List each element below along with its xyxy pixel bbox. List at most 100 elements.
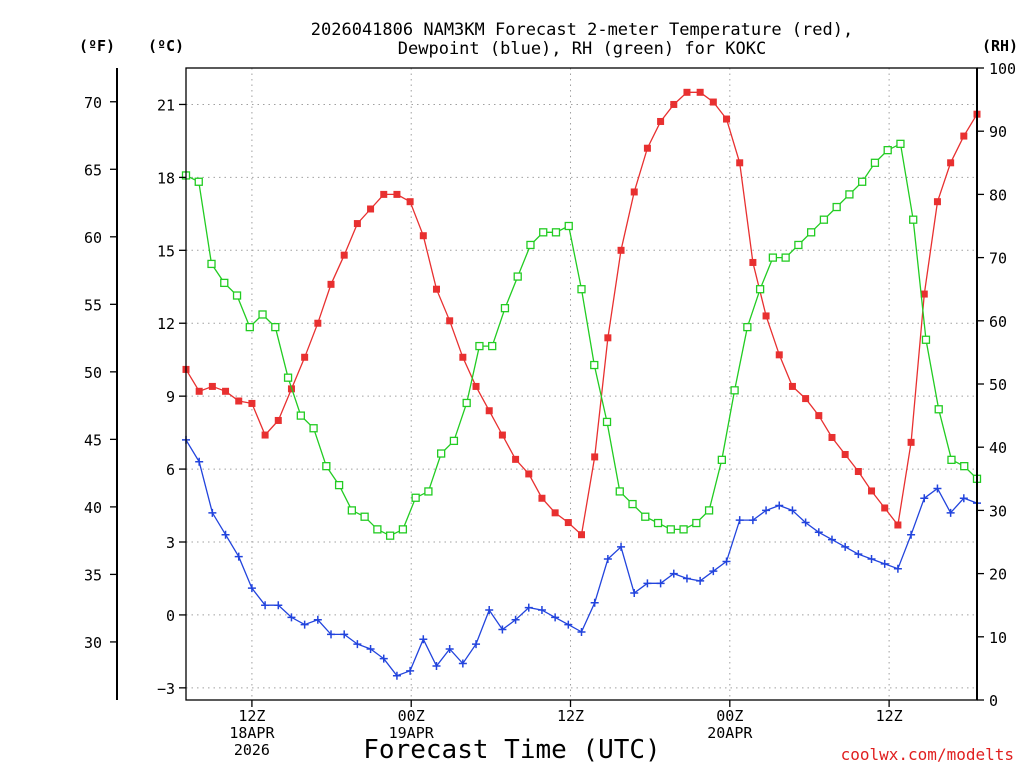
x-tick-label: 18APR xyxy=(229,724,275,742)
dewpoint-point xyxy=(946,508,955,517)
plot-frame xyxy=(185,67,978,701)
f-tick-label: 60 xyxy=(84,229,102,247)
temperature-point xyxy=(868,487,876,495)
dewpoint-point xyxy=(788,506,797,515)
temperature-point xyxy=(551,509,559,517)
f-tick-label: 30 xyxy=(84,634,102,652)
title-line-2: Dewpoint (blue), RH (green) for KOKC xyxy=(398,39,766,59)
dewpoint-point xyxy=(379,654,388,663)
rh-point xyxy=(730,386,739,395)
temperature-point xyxy=(393,190,401,198)
rh-point xyxy=(220,278,229,288)
temperature-point xyxy=(815,412,823,420)
dewpoint-point xyxy=(564,620,573,629)
f-tick-label: 50 xyxy=(84,364,102,382)
dewpoint-point xyxy=(327,630,336,639)
temperature-point xyxy=(498,431,506,439)
x-axis-label: Forecast Time (UTC) xyxy=(363,735,660,765)
rh-point xyxy=(781,253,790,262)
f-tick-label: 65 xyxy=(84,161,102,179)
dewpoint-point xyxy=(221,530,230,539)
rh-tick-label: 30 xyxy=(989,502,1007,520)
temperature-point xyxy=(828,433,836,441)
rh-point xyxy=(194,177,203,186)
temperature-point xyxy=(459,353,467,361)
temperature-point xyxy=(564,519,572,527)
rh-point xyxy=(296,411,305,420)
unit-fahrenheit: (ºF) xyxy=(79,37,115,55)
temperature-point xyxy=(261,431,269,439)
c-tick-label: 9 xyxy=(166,388,175,406)
dewpoint-point xyxy=(827,535,836,544)
dewpoint-point xyxy=(643,579,652,588)
rh-point xyxy=(755,285,765,294)
dewpoint-point xyxy=(748,516,757,525)
rh-point xyxy=(551,228,561,237)
temperature-point xyxy=(604,334,612,342)
rh-point xyxy=(794,240,803,250)
temperature-point xyxy=(432,285,440,293)
dewpoint-point xyxy=(867,555,876,564)
rh-point xyxy=(768,253,778,262)
rh-tick-label: 20 xyxy=(989,566,1007,584)
dewpoint-point xyxy=(775,501,784,510)
temperature-point xyxy=(485,407,493,415)
rh-line xyxy=(185,142,978,537)
rh-series xyxy=(181,139,982,540)
dewpoint-point xyxy=(656,579,665,588)
rh-point xyxy=(424,487,433,496)
grid xyxy=(186,68,977,700)
temperature-point xyxy=(340,251,348,259)
temperature-point xyxy=(643,144,651,152)
rh-point xyxy=(704,506,714,515)
dewpoint-point xyxy=(458,659,467,668)
rh-point xyxy=(896,139,905,148)
c-tick-label: 21 xyxy=(157,96,175,114)
rh-point xyxy=(717,455,726,464)
temperature-point xyxy=(274,416,282,424)
dewpoint-point xyxy=(366,644,375,653)
dewpoint-point xyxy=(287,613,296,622)
dewpoint-point xyxy=(485,606,494,615)
dewpoint-point xyxy=(432,661,441,670)
dewpoint-point xyxy=(406,666,415,675)
rh-point xyxy=(271,322,280,332)
dewpoint-point xyxy=(537,606,546,615)
rh-point xyxy=(934,405,943,414)
dewpoint-point xyxy=(762,506,771,515)
temperature-point xyxy=(788,382,796,390)
rh-tick-label: 60 xyxy=(989,313,1007,331)
rh-tick-label: 50 xyxy=(989,376,1007,394)
dewpoint-point xyxy=(472,640,481,649)
dewpoint-point xyxy=(933,484,942,493)
x-tick-label: 00Z xyxy=(398,707,425,725)
temperature-point xyxy=(696,88,704,96)
temperature-point xyxy=(723,115,731,123)
x-tick-label: 20APR xyxy=(707,724,753,742)
rh-point xyxy=(641,512,650,521)
temperature-point xyxy=(933,198,941,206)
rh-point xyxy=(539,228,548,237)
rh-point xyxy=(653,518,663,528)
temperature-point xyxy=(907,438,915,446)
rh-point xyxy=(385,531,395,540)
rh-point xyxy=(398,525,408,534)
axes xyxy=(116,67,978,701)
dewpoint-point xyxy=(696,576,705,585)
x-tick-label: 12Z xyxy=(238,707,265,725)
temperature-point xyxy=(301,353,309,361)
rh-point xyxy=(526,240,535,250)
rh-point xyxy=(347,506,357,515)
temperature-point xyxy=(367,205,375,213)
temperature-point xyxy=(630,188,638,196)
temperature-point xyxy=(195,387,203,395)
dewpoint-point xyxy=(274,601,283,610)
c-tick-label: −3 xyxy=(157,680,175,698)
temperature-point xyxy=(775,351,783,359)
dewpoint-point xyxy=(419,635,428,644)
dewpoint-point xyxy=(814,528,823,537)
dewpoint-point xyxy=(551,613,560,622)
unit-celsius: (ºC) xyxy=(148,37,184,55)
rh-tick-label: 80 xyxy=(989,186,1007,204)
dewpoint-point xyxy=(735,516,744,525)
